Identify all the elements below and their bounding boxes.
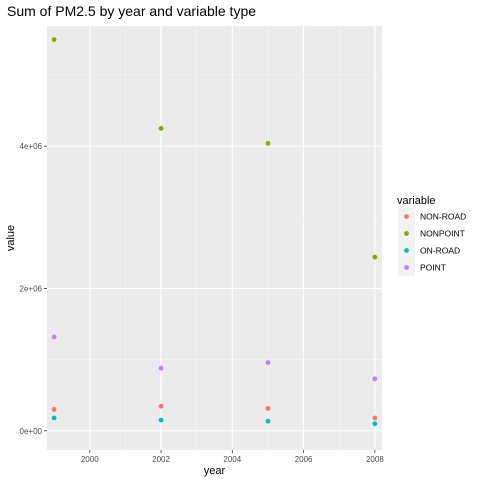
point-on-road [52,416,57,421]
legend-marker-point [404,265,409,270]
x-tick-label: 2002 [152,455,170,464]
point-point [52,334,57,339]
point-nonpoint [159,126,164,131]
x-axis: 2000 2002 2004 2006 2008 [81,450,384,464]
point-non-road [52,407,57,412]
x-tick-label: 2008 [366,455,384,464]
legend-label-point: POINT [420,263,446,273]
legend-title: variable [397,195,436,207]
y-axis: 0e+00 2e+06 4e+06 [20,142,47,436]
x-axis-title: year [204,465,226,477]
point-non-road [372,416,377,421]
x-tick-label: 2006 [295,455,313,464]
point-point [266,360,271,365]
plot-panel [47,26,382,450]
y-tick-label: 4e+06 [20,142,43,151]
point-point [372,376,377,381]
y-axis-title: value [5,225,17,251]
x-tick-label: 2004 [223,455,241,464]
legend-label-nonpoint: NONPOINT [420,229,465,239]
point-on-road [372,421,377,426]
point-nonpoint [372,255,377,260]
y-tick-label: 2e+06 [20,285,43,294]
legend-marker-on-road [404,248,409,253]
point-nonpoint [266,141,271,146]
point-nonpoint [52,37,57,42]
legend: variable NON-ROAD NONPOINT ON-ROAD POINT [397,195,466,276]
point-non-road [266,406,271,411]
legend-label-on-road: ON-ROAD [420,246,460,256]
chart-title: Sum of PM2.5 by year and variable type [7,3,256,19]
legend-marker-non-road [404,214,409,219]
legend-marker-nonpoint [404,231,409,236]
point-non-road [159,404,164,409]
point-on-road [159,418,164,423]
point-on-road [266,419,271,424]
point-point [159,366,164,371]
legend-label-non-road: NON-ROAD [420,212,466,222]
x-tick-label: 2000 [81,455,99,464]
y-tick-label: 0e+00 [20,427,43,436]
